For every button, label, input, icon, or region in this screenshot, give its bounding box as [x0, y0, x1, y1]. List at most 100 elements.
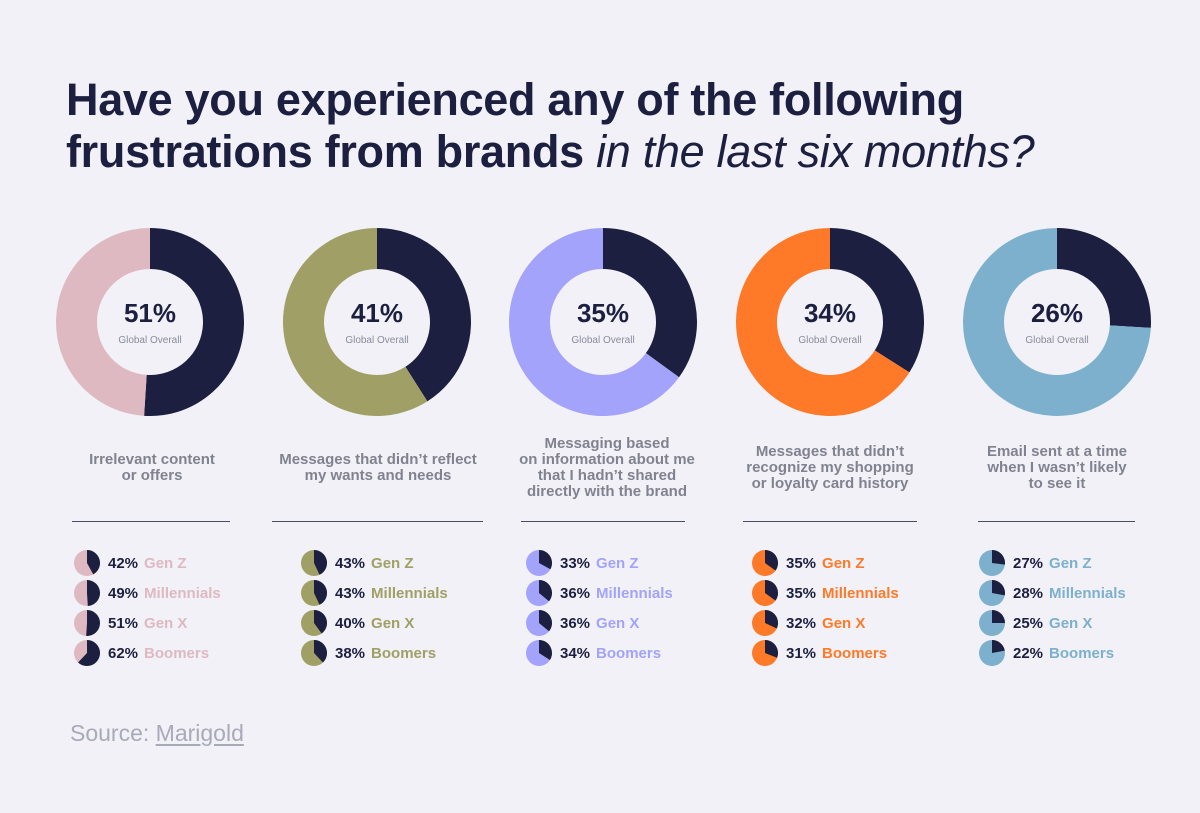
generation-name: Gen X [371, 614, 415, 632]
generation-pie-slice [539, 580, 552, 602]
generation-name: Millennials [371, 584, 448, 602]
generation-pie-icon [979, 580, 1005, 606]
generation-pie-icon [301, 580, 327, 606]
generation-name: Gen X [1049, 614, 1093, 632]
generation-row: 33% Gen Z [526, 550, 639, 576]
donut-slice-rest [283, 228, 428, 416]
generation-value: 62% [108, 644, 139, 662]
generation-row: 62% Boomers [74, 640, 209, 666]
donut-svg [736, 228, 924, 416]
generation-row: 36% Millennials [526, 580, 673, 606]
donut-svg [963, 228, 1151, 416]
source-note: Source: Marigold [70, 720, 244, 747]
generation-row: 38% Boomers [301, 640, 436, 666]
donut-slice-rest [509, 228, 680, 416]
donut-chart [736, 228, 924, 416]
generation-value: 22% [1013, 644, 1044, 662]
generation-row: 51% Gen X [74, 610, 187, 636]
generation-name: Gen X [822, 614, 866, 632]
generation-name: Boomers [1049, 644, 1115, 662]
donut-svg [56, 228, 244, 416]
generation-pie-slice [539, 640, 552, 660]
generation-value: 35% [786, 554, 817, 572]
generation-pie-icon [526, 550, 552, 576]
generation-name: Millennials [822, 584, 899, 602]
generation-pie-icon [74, 550, 100, 576]
generation-value: 33% [560, 554, 591, 572]
divider [978, 521, 1135, 522]
donut-chart [283, 228, 471, 416]
generation-row: 31% Boomers [752, 640, 887, 666]
donut-slice-value [830, 228, 924, 373]
generation-value: 42% [108, 554, 139, 572]
donut-svg [283, 228, 471, 416]
generation-pie-icon [752, 640, 778, 666]
generation-name: Gen Z [144, 554, 187, 572]
generation-pie-icon [74, 640, 100, 666]
generation-row: 35% Millennials [752, 580, 899, 606]
generation-pie-slice [539, 610, 552, 632]
generation-name: Gen Z [1049, 554, 1092, 572]
generation-pie-slice [765, 640, 778, 658]
divider [743, 521, 917, 522]
title-bold: Have you experienced any of the followin… [66, 74, 964, 177]
generation-value: 28% [1013, 584, 1044, 602]
divider [521, 521, 685, 522]
generation-value: 38% [335, 644, 366, 662]
generation-pie-slice [765, 610, 778, 629]
generation-pie-slice [992, 610, 1005, 623]
generation-pie-icon [752, 580, 778, 606]
category-label: Irrelevant content or offers [89, 451, 215, 484]
generation-pie-icon [526, 640, 552, 666]
source-prefix: Source: [70, 720, 150, 746]
donut-svg [509, 228, 697, 416]
divider [272, 521, 483, 522]
title-italic: in the last six months? [596, 126, 1035, 177]
donut-slice-value [1057, 228, 1151, 328]
generation-value: 34% [560, 644, 591, 662]
generation-pie-icon [526, 610, 552, 636]
category-label: Messages that didn’t recognize my shoppin… [746, 443, 914, 492]
generation-pie-slice [314, 580, 327, 605]
generation-pie-slice [314, 640, 327, 663]
generation-value: 25% [1013, 614, 1044, 632]
generation-pie-icon [301, 640, 327, 666]
generation-value: 40% [335, 614, 366, 632]
generation-pie-slice [539, 550, 552, 570]
generation-name: Boomers [144, 644, 210, 662]
generation-value: 43% [335, 584, 366, 602]
generation-name: Millennials [596, 584, 673, 602]
generation-name: Gen X [144, 614, 188, 632]
generation-value: 51% [108, 614, 139, 632]
generation-pie-slice [314, 610, 327, 634]
generation-name: Boomers [371, 644, 437, 662]
generation-row: 49% Millennials [74, 580, 221, 606]
donut-slice-value [603, 228, 697, 378]
source-link[interactable]: Marigold [155, 720, 244, 746]
generation-name: Millennials [1049, 584, 1126, 602]
category-label: Email sent at a time when I wasn’t likely… [986, 443, 1128, 492]
generation-row: 35% Gen Z [752, 550, 865, 576]
generation-pie-icon [526, 580, 552, 606]
generation-pie-slice [314, 550, 327, 575]
generation-row: 22% Boomers [979, 640, 1114, 666]
generation-row: 32% Gen X [752, 610, 865, 636]
generation-pie-icon [301, 550, 327, 576]
generation-pie-slice [765, 580, 778, 601]
generation-pie-icon [752, 550, 778, 576]
generation-name: Gen Z [371, 554, 414, 572]
generation-name: Millennials [144, 584, 221, 602]
generation-row: 27% Gen Z [979, 550, 1092, 576]
donut-chart [56, 228, 244, 416]
generation-name: Boomers [822, 644, 888, 662]
generation-name: Gen X [596, 614, 640, 632]
donut-chart [963, 228, 1151, 416]
generation-value: 49% [108, 584, 139, 602]
generation-pie-slice [765, 550, 778, 571]
generation-name: Boomers [596, 644, 662, 662]
generation-row: 36% Gen X [526, 610, 639, 636]
generation-pie-icon [301, 610, 327, 636]
generation-pie-icon [74, 580, 100, 606]
generation-pie-icon [979, 550, 1005, 576]
generation-pie-slice [992, 580, 1005, 596]
